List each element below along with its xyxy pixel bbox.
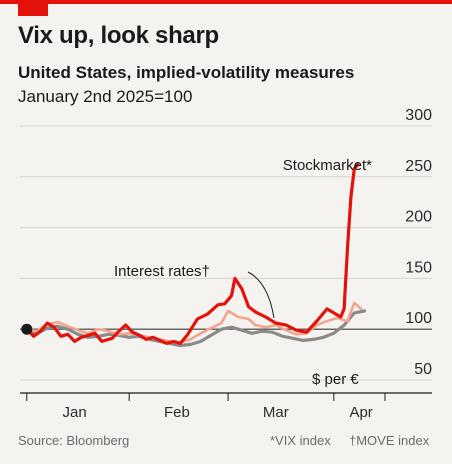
label-dollar-per-euro: $ per € [312,371,359,388]
gridlines: 300 250 200 150 100 50 [20,107,432,381]
label-interest-rates: Interest rates† [114,263,210,280]
x-tick-label: Feb [164,404,190,421]
top-red-rule [0,0,452,4]
x-tick-label: Jan [62,404,86,421]
y-tick-label: 300 [405,107,432,124]
y-tick-label: 50 [414,361,432,378]
chart-title: Vix up, look sharp [18,22,219,49]
x-tick-label: Mar [263,404,289,421]
start-point-marker [21,323,33,335]
x-axis: Jan Feb Mar Apr [20,392,432,421]
y-tick-label: 100 [405,310,432,327]
red-tab-marker [18,4,48,16]
annotations: Stockmarket* Interest rates† $ per € [114,157,372,388]
series-layer [21,163,367,348]
source-note: Source: Bloomberg [18,433,130,448]
x-tick-label: Apr [349,404,372,421]
y-tick-label: 250 [405,158,432,175]
label-stockmarket: Stockmarket* [283,157,372,174]
y-tick-label: 200 [405,209,432,226]
chart-index-note: January 2nd 2025=100 [18,87,193,106]
footnote-vix: *VIX index [270,433,331,448]
chart-subtitle: United States, implied-volatility measur… [18,63,355,82]
y-tick-label: 150 [405,259,432,276]
series-stock-line [25,163,360,345]
interest-rates-leader-line [247,271,275,319]
footnote-move: †MOVE index [349,433,430,448]
